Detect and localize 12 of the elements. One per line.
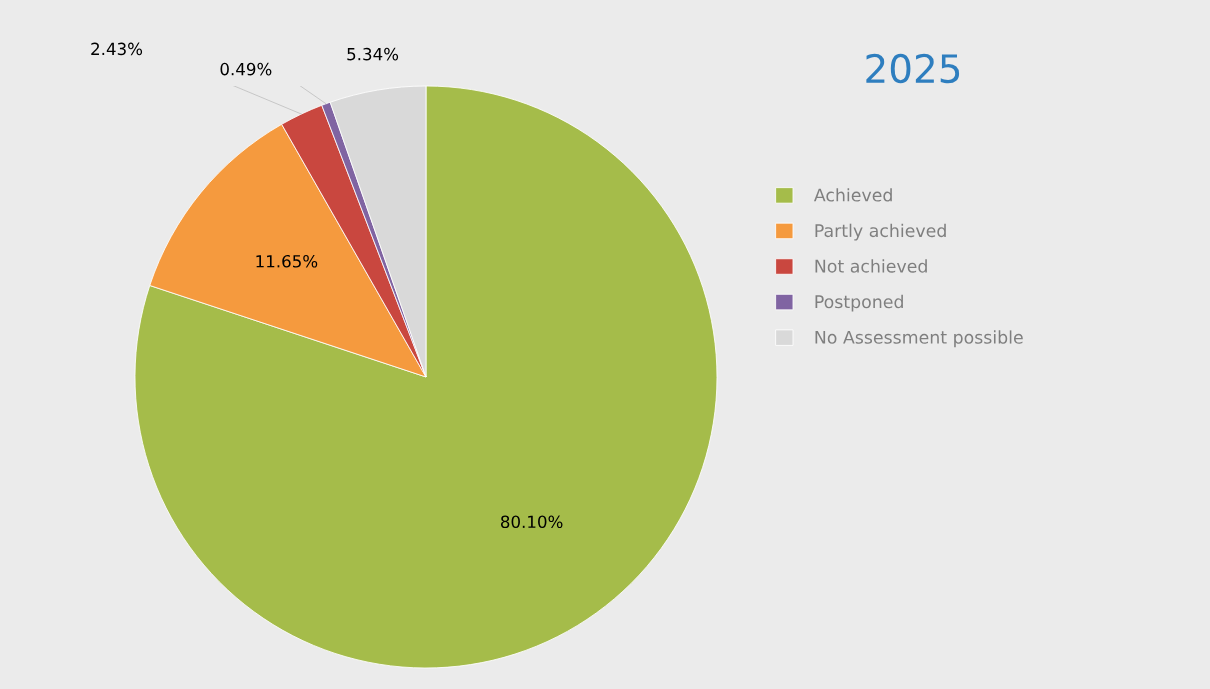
data-label: 11.65% [256,254,318,268]
legend-label: Achieved [813,188,892,202]
data-label: 5.34% [347,47,399,61]
legend-label: Partly achieved [815,223,946,241]
data-label: 80.10% [500,515,563,529]
data-label: 2.43% [91,42,143,56]
pie-slice [134,85,718,669]
chart-title: 2025 [866,53,960,84]
data-label: 0.49% [220,62,272,76]
legend-label: No Assessment possible [815,330,1023,348]
legend-label: Not achieved [815,259,927,273]
legend-label: Postponed [815,294,903,312]
